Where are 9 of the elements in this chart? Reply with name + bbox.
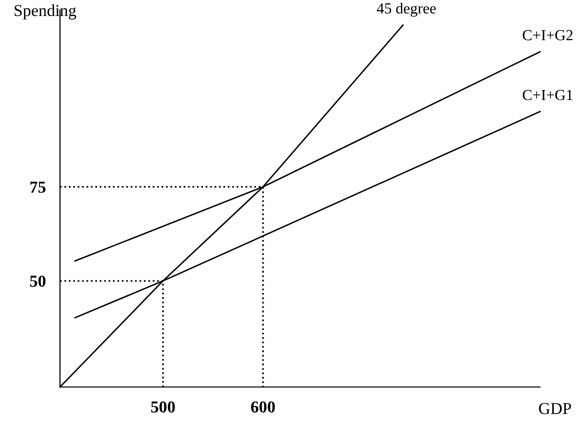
x-tick-label: 500 [151, 401, 175, 413]
y-tick-label: 75 [30, 182, 46, 193]
series-label: C+I+G2 [522, 30, 572, 40]
x-axis-title: GDP [539, 402, 572, 414]
y-tick-label: 50 [30, 276, 46, 287]
series-label: C+I+G1 [522, 90, 572, 100]
y-axis-title: Spending [14, 4, 76, 20]
x-tick-label: 600 [251, 401, 275, 413]
series-label: 45 degree [376, 2, 436, 17]
